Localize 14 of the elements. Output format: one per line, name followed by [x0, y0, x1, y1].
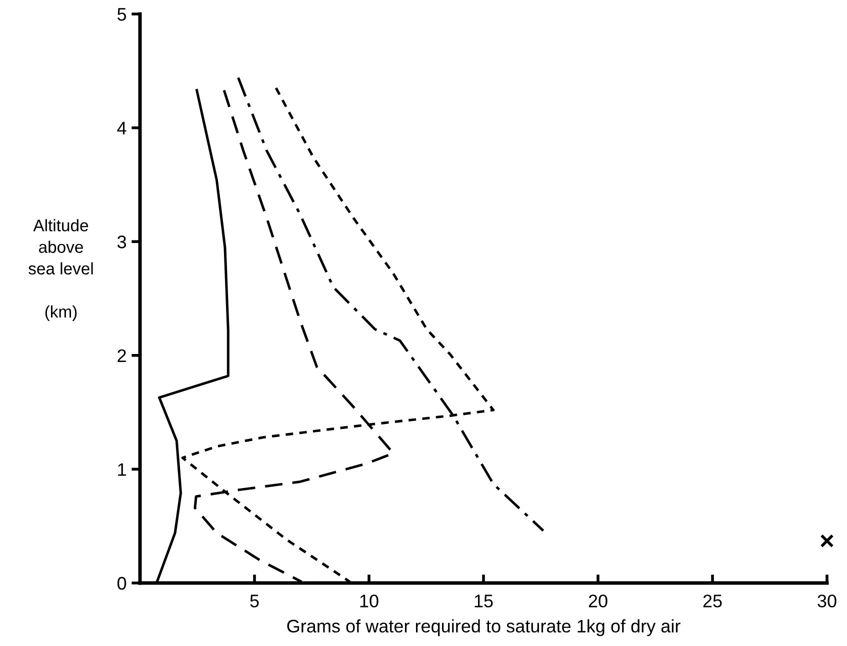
y-tick-label: 4: [117, 122, 126, 134]
y-tick-label: 3: [117, 236, 126, 248]
y-tick-label: 0: [117, 576, 126, 590]
text: Altitude above sea level (km): [28, 219, 93, 321]
y-tick-label: 5: [117, 8, 126, 21]
x-tick-label: 25: [703, 594, 722, 608]
x-axis-title: Grams of water required to saturate 1kg of dry air: [287, 619, 680, 636]
x-tick-label: 30: [818, 594, 836, 608]
x-tick-label: 20: [588, 594, 608, 608]
x-tick-label: 15: [474, 594, 493, 608]
y-tick-label: 1: [118, 463, 126, 476]
y-tick-label: 2: [118, 349, 126, 362]
x-tick-label: 10: [360, 594, 378, 608]
x-tick-label: 5: [250, 594, 259, 608]
